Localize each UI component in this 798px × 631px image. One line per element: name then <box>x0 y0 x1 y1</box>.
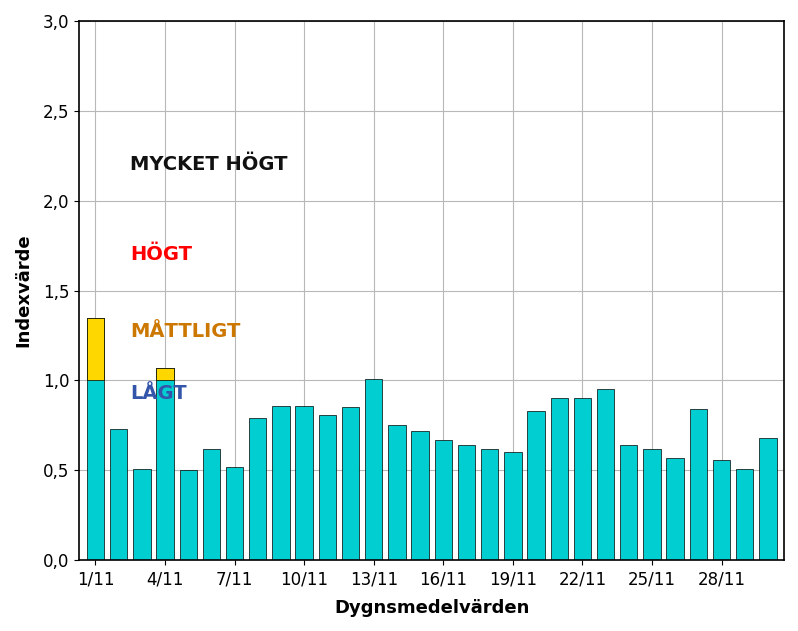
Bar <box>203 449 220 560</box>
Bar <box>666 458 684 560</box>
Bar <box>87 317 105 380</box>
Bar <box>643 449 661 560</box>
Bar <box>388 425 405 560</box>
Bar <box>435 440 452 560</box>
Bar <box>574 398 591 560</box>
Bar <box>481 449 498 560</box>
Bar <box>551 398 568 560</box>
Bar <box>87 317 105 560</box>
Bar <box>527 411 545 560</box>
Bar <box>620 445 638 560</box>
Bar <box>689 410 707 560</box>
Bar <box>156 368 174 560</box>
Bar <box>295 406 313 560</box>
Bar <box>759 438 776 560</box>
Bar <box>458 445 475 560</box>
Bar <box>226 467 243 560</box>
Bar <box>249 418 267 560</box>
Bar <box>412 431 429 560</box>
Bar <box>272 406 290 560</box>
Text: MYCKET HÖGT: MYCKET HÖGT <box>130 155 288 174</box>
Y-axis label: Indexvärde: Indexvärde <box>14 233 32 348</box>
Bar <box>318 415 336 560</box>
Bar <box>597 389 614 560</box>
Text: HÖGT: HÖGT <box>130 245 192 264</box>
Bar <box>504 452 522 560</box>
Bar <box>133 469 151 560</box>
Bar <box>156 368 174 380</box>
Bar <box>342 408 359 560</box>
Text: LÅGT: LÅGT <box>130 384 187 403</box>
X-axis label: Dygnsmedelvärden: Dygnsmedelvärden <box>334 599 529 617</box>
Bar <box>180 470 197 560</box>
Bar <box>110 429 128 560</box>
Text: MÅTTLIGT: MÅTTLIGT <box>130 322 241 341</box>
Bar <box>736 469 753 560</box>
Bar <box>713 459 730 560</box>
Bar <box>365 379 382 560</box>
